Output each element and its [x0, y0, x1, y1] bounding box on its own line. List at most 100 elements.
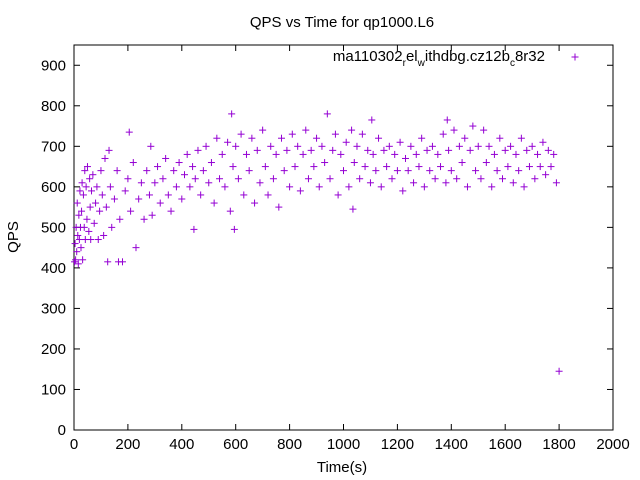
- data-point: [474, 142, 482, 150]
- data-point: [272, 150, 280, 158]
- data-point: [253, 146, 261, 154]
- x-axis: 0 200 400 600 800 1000 1200 1400 1600 1800 2000: [70, 45, 630, 453]
- data-point: [74, 231, 82, 239]
- data-point: [552, 179, 560, 187]
- data-point: [348, 126, 356, 134]
- data-point: [213, 134, 221, 142]
- data-point: [81, 167, 89, 175]
- data-point: [248, 134, 256, 142]
- data-point: [127, 207, 135, 215]
- data-point: [240, 191, 248, 199]
- data-point: [92, 199, 100, 207]
- data-point: [156, 199, 164, 207]
- data-point: [544, 146, 552, 154]
- data-point: [531, 175, 539, 183]
- data-point: [507, 142, 515, 150]
- data-point: [124, 175, 132, 183]
- y-axis: 0 100 200 300 400 500 600 700 800 900: [41, 57, 613, 439]
- x-tick-label: 1200: [381, 436, 414, 453]
- data-point: [230, 225, 238, 233]
- data-point: [242, 150, 250, 158]
- data-point: [83, 215, 91, 223]
- data-point: [210, 199, 218, 207]
- data-point: [296, 187, 304, 195]
- data-point: [472, 167, 480, 175]
- data-point: [361, 163, 369, 171]
- data-point: [90, 219, 98, 227]
- data-point: [383, 163, 391, 171]
- x-axis-label: Time(s): [317, 459, 367, 476]
- data-point: [202, 142, 210, 150]
- data-point: [194, 146, 202, 154]
- data-point: [439, 130, 447, 138]
- data-point: [228, 110, 236, 118]
- data-point: [98, 191, 106, 199]
- data-point: [82, 183, 90, 191]
- data-point: [396, 138, 404, 146]
- data-point: [369, 150, 377, 158]
- data-point: [71, 240, 79, 248]
- data-point: [536, 163, 544, 171]
- data-point: [88, 187, 96, 195]
- x-tick-label: 400: [169, 436, 194, 453]
- data-point: [501, 146, 509, 154]
- data-point: [313, 134, 321, 142]
- x-tick-label: 1600: [489, 436, 522, 453]
- data-point: [310, 163, 318, 171]
- x-tick-label: 1400: [435, 436, 468, 453]
- data-point: [140, 215, 148, 223]
- data-point: [485, 142, 493, 150]
- legend-part-3: ithdbg.cz12b: [425, 48, 510, 65]
- data-point: [76, 187, 84, 195]
- data-point: [119, 258, 127, 266]
- data-point: [477, 175, 485, 183]
- data-point: [385, 142, 393, 150]
- data-point: [147, 142, 155, 150]
- data-point: [286, 183, 294, 191]
- data-point: [377, 183, 385, 191]
- data-point: [304, 175, 312, 183]
- data-point: [73, 199, 81, 207]
- data-point: [520, 183, 528, 191]
- legend-part-2: el: [406, 48, 418, 65]
- data-point: [450, 126, 458, 134]
- data-point: [75, 236, 83, 244]
- data-point: [318, 142, 326, 150]
- data-point: [129, 159, 137, 167]
- x-tick-label: 1000: [327, 436, 360, 453]
- data-point: [269, 175, 277, 183]
- data-point: [283, 146, 291, 154]
- data-point: [190, 225, 198, 233]
- data-point: [151, 179, 159, 187]
- data-point: [493, 167, 501, 175]
- data-point: [463, 183, 471, 191]
- data-point: [229, 163, 237, 171]
- legend-marker-plus: [571, 53, 579, 61]
- data-point: [294, 142, 302, 150]
- data-point: [256, 179, 264, 187]
- data-point: [251, 199, 259, 207]
- data-point: [73, 248, 81, 256]
- data-point: [443, 116, 451, 124]
- data-point: [74, 260, 82, 268]
- data-point: [87, 236, 95, 244]
- data-point: [245, 167, 253, 175]
- data-point: [404, 167, 412, 175]
- data-point: [534, 150, 542, 158]
- data-point: [224, 138, 232, 146]
- data-point: [415, 163, 423, 171]
- data-point: [366, 179, 374, 187]
- data-point: [221, 183, 229, 191]
- y-tick-label: 700: [41, 138, 66, 155]
- data-point: [108, 223, 116, 231]
- data-point: [170, 167, 178, 175]
- data-point: [178, 195, 186, 203]
- data-point: [167, 207, 175, 215]
- data-point: [547, 163, 555, 171]
- y-tick-label: 200: [41, 341, 66, 358]
- data-point: [148, 211, 156, 219]
- data-point: [326, 175, 334, 183]
- data-point: [375, 134, 383, 142]
- data-point: [86, 175, 94, 183]
- legend-sub-3: c: [510, 58, 515, 69]
